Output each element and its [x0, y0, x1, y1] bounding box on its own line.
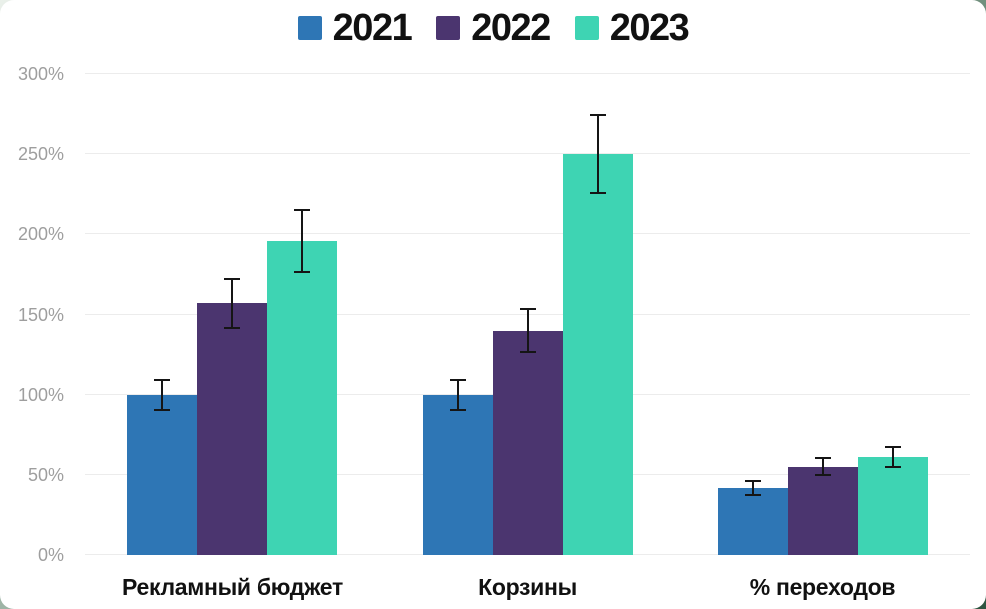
error-bar-line — [456, 380, 459, 409]
bar-2023 — [267, 240, 338, 555]
y-axis: 0% 50% 100% 150% 200% 250% 300% — [0, 65, 64, 564]
error-bar-line — [526, 310, 529, 351]
bar-2021 — [422, 394, 493, 555]
legend-label: 2022 — [471, 7, 551, 49]
gridline — [85, 153, 970, 155]
error-bar — [814, 457, 831, 477]
error-bar-line — [751, 481, 754, 494]
y-tick-label: 50% — [27, 464, 64, 485]
legend-item: 2023 — [574, 7, 690, 49]
bar-2022 — [492, 330, 563, 555]
error-bar-line — [821, 459, 824, 475]
legend-item: 2021 — [297, 7, 413, 49]
y-tick-label: 250% — [17, 144, 64, 165]
bar-2022 — [197, 303, 268, 555]
legend-label: 2023 — [609, 7, 690, 49]
gridline — [85, 73, 970, 74]
y-tick-label: 150% — [17, 304, 64, 325]
gridline — [85, 233, 970, 235]
legend-swatch-icon — [436, 16, 461, 40]
error-bar-line — [231, 279, 234, 327]
y-tick-label: 0% — [37, 545, 64, 565]
y-tick-label: 100% — [17, 384, 64, 405]
error-bar — [519, 308, 536, 353]
bar-2021 — [717, 487, 788, 555]
x-axis-labels: Рекламный бюджет Корзины % переходов — [85, 576, 970, 599]
error-bar — [744, 479, 761, 496]
legend-label: 2021 — [332, 7, 413, 49]
error-bar — [294, 208, 311, 273]
plot-area — [85, 73, 970, 555]
error-bar-line — [596, 116, 599, 193]
y-tick-label: 300% — [17, 64, 64, 84]
y-tick-label: 200% — [17, 224, 64, 245]
category-label: Рекламный бюджет — [122, 574, 343, 600]
error-bar — [449, 378, 466, 411]
error-bar-line — [161, 380, 164, 409]
legend-item: 2022 — [436, 7, 551, 49]
legend-swatch-icon — [297, 16, 322, 40]
bar-2023 — [857, 457, 928, 555]
category-label: Корзины — [478, 574, 577, 600]
error-bar — [154, 378, 171, 411]
error-bar — [224, 277, 241, 329]
bar-2022 — [787, 466, 858, 555]
category-label: % переходов — [749, 574, 896, 600]
error-bar — [884, 445, 901, 469]
legend-swatch-icon — [574, 16, 599, 40]
chart-legend: 2021 2022 2023 — [0, 8, 986, 48]
error-bar — [589, 114, 606, 195]
bar-2021 — [127, 394, 198, 555]
error-bar-line — [301, 210, 304, 271]
bar-2023 — [562, 154, 633, 555]
error-bar-line — [891, 447, 894, 467]
